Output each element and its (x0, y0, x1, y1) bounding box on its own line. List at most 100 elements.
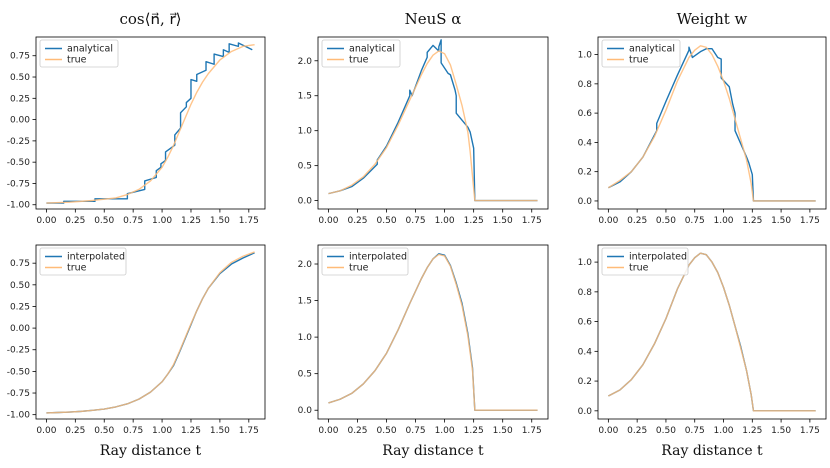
x-tick-label: 0.50 (94, 216, 114, 226)
x-axis-label: Ray distance t (382, 443, 484, 459)
y-tick-label: 1.0 (298, 127, 313, 137)
x-tick-label: 1.25 (181, 426, 201, 436)
x-tick-label: 1.50 (210, 426, 230, 436)
x-tick-label: 0.00 (598, 216, 618, 226)
x-tick-label: 1.75 (239, 426, 259, 436)
y-tick-label: 0.0 (298, 197, 313, 207)
subplot-2-2: 0.0 0.5 1.0 1.5 2.0 0.00 0.25 0.50 0.75 1.00 1.25 1… (298, 244, 549, 459)
x-tick-label: 0.75 (685, 426, 705, 436)
subplot-2-3: 0.0 0.2 0.4 0.6 0.8 1.0 0.00 0.25 0.50 0.75 1.00 1.… (578, 244, 827, 459)
y-tick-label: 1.5 (298, 297, 312, 307)
legend-label-true: true (629, 263, 649, 274)
y-tick-label: 0.0 (578, 407, 593, 417)
x-tick-label: 1.50 (210, 216, 230, 226)
y-tick-label: 0.0 (298, 406, 313, 416)
x-tick-label: 0.50 (656, 426, 676, 436)
y-tick-label: 0.8 (578, 288, 593, 298)
x-tick-label: 1.00 (713, 216, 733, 226)
y-tick-label: 0.8 (578, 80, 593, 90)
axes-frame (317, 244, 549, 420)
y-tick-label: 2.0 (298, 260, 313, 270)
x-tick-label: 0.00 (598, 426, 618, 436)
y-tick-label: 0.2 (578, 168, 592, 178)
x-tick-label: 0.25 (347, 216, 367, 226)
y-tick-label: 0.25 (10, 94, 30, 104)
x-tick-label: 0.50 (377, 216, 397, 226)
subplot-1-3: 0.0 0.2 0.4 0.6 0.8 1.0 0.00 0.25 0.50 0.75 1.00 1.… (578, 10, 827, 226)
x-tick-label: 0.25 (65, 426, 85, 436)
x-axis-label: Ray distance t (661, 443, 763, 459)
x-tick-label: 1.25 (742, 216, 762, 226)
y-tick-label: 0.6 (578, 318, 593, 328)
x-tick-label: 1.75 (239, 216, 259, 226)
legend-label-true: true (67, 55, 87, 66)
x-tick-label: 0.25 (65, 216, 85, 226)
x-tick-label: 0.25 (347, 426, 367, 436)
y-tick-label: 0.6 (578, 109, 593, 119)
x-tick-label: 1.25 (464, 426, 484, 436)
y-tick-label: -1.00 (7, 411, 31, 421)
x-tick-label: 0.50 (656, 216, 676, 226)
y-tick-label: 0.50 (10, 73, 30, 83)
y-tick-label: 0.4 (578, 138, 593, 148)
x-tick-label: 1.00 (435, 216, 455, 226)
x-tick-label: 1.00 (435, 426, 455, 436)
subplot-title: NeuS α (405, 10, 462, 28)
legend-label-analytical: analytical (629, 44, 675, 55)
x-tick-label: 1.25 (742, 426, 762, 436)
x-tick-label: 0.00 (36, 426, 56, 436)
y-tick-label: -0.50 (7, 367, 31, 377)
subplot-title: Weight w (677, 10, 748, 28)
x-tick-label: 0.75 (406, 426, 426, 436)
y-tick-label: 0.00 (10, 324, 30, 334)
legend-label-interpolated: interpolated (629, 252, 687, 263)
subplot-2-1: -1.00 -0.75 -0.50 -0.25 0.00 0.25 0.50 0.75 0.00… (7, 244, 266, 459)
x-tick-label: 1.00 (152, 426, 172, 436)
x-tick-label: 1.75 (800, 426, 820, 436)
legend-label-interpolated: interpolated (67, 252, 125, 263)
series-line-true (328, 253, 538, 411)
y-tick-label: 0.00 (10, 116, 30, 126)
y-tick-label: 1.5 (298, 92, 312, 102)
x-tick-label: 0.00 (318, 216, 338, 226)
y-tick-label: 0.75 (10, 259, 30, 269)
y-tick-label: 0.50 (10, 281, 30, 291)
legend-label-analytical: analytical (67, 44, 113, 55)
y-tick-label: -0.75 (7, 179, 30, 189)
axes-frame (597, 244, 827, 420)
series-line-true (328, 50, 538, 202)
y-tick-label: 1.0 (298, 333, 313, 343)
y-tick-label: 1.0 (578, 51, 593, 61)
y-tick-label: 2.0 (298, 57, 313, 67)
x-axis-label: Ray distance t (100, 443, 202, 459)
x-tick-label: 1.25 (464, 216, 484, 226)
series-line-true (607, 45, 816, 202)
x-tick-label: 1.50 (493, 216, 513, 226)
y-tick-label: 0.2 (578, 377, 592, 387)
series-line-interpolated (608, 252, 816, 412)
y-tick-label: 0.0 (578, 197, 593, 207)
x-tick-label: 0.50 (94, 426, 114, 436)
x-tick-label: 0.25 (627, 216, 647, 226)
x-tick-label: 0.50 (377, 426, 397, 436)
y-tick-label: 0.75 (10, 52, 30, 62)
x-tick-label: 0.00 (318, 426, 338, 436)
y-tick-label: -1.00 (7, 201, 31, 211)
series-line-analytical (608, 46, 816, 202)
x-tick-label: 0.75 (685, 216, 705, 226)
x-tick-label: 1.50 (771, 426, 791, 436)
y-tick-label: 0.5 (298, 370, 312, 380)
y-tick-label: -0.75 (7, 389, 30, 399)
x-tick-label: 1.75 (522, 216, 542, 226)
x-tick-label: 1.75 (800, 216, 820, 226)
legend-label-true: true (629, 55, 649, 66)
x-tick-label: 1.50 (493, 426, 513, 436)
legend-label-true: true (349, 55, 369, 66)
x-tick-label: 1.50 (771, 216, 791, 226)
series-line-true (46, 251, 255, 414)
y-tick-label: 0.25 (10, 302, 30, 312)
y-tick-label: -0.50 (7, 158, 31, 168)
y-tick-label: 0.4 (578, 347, 593, 357)
x-tick-label: 0.25 (627, 426, 647, 436)
y-tick-label: 0.5 (298, 162, 312, 172)
